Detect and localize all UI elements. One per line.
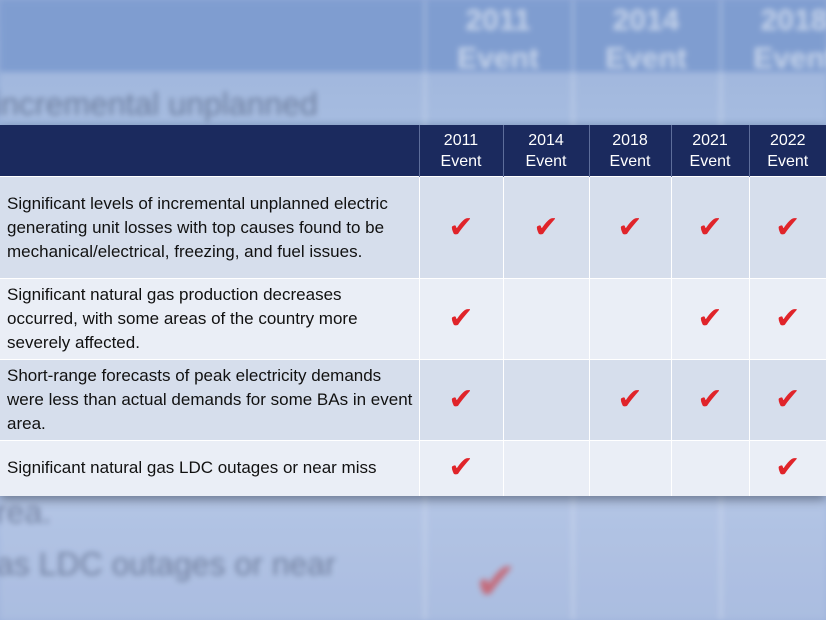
row-description: Significant natural gas production decre… [0, 278, 419, 360]
checkmark-icon: ✔ [448, 209, 474, 245]
check-cell: ✔ [418, 278, 503, 360]
checkmark-icon: ✔ [533, 209, 559, 245]
check-cell: ✔ [502, 176, 589, 279]
checkmark-icon: ✔ [775, 382, 801, 417]
checkmark-icon: ✔ [775, 209, 801, 245]
row-description: Short-range forecasts of peak electricit… [0, 359, 419, 441]
header-blank [0, 125, 419, 177]
checkmark-icon: ✔ [697, 382, 723, 417]
header-2018: 2018 Event [588, 125, 671, 177]
row-description: Significant natural gas LDC outages or n… [0, 440, 419, 496]
bg-header-2014: 2014 Event [605, 4, 687, 75]
row-description: Significant levels of incremental unplan… [0, 176, 419, 279]
bg-header-band [0, 0, 826, 72]
bg-text-bottom: as LDC outages or near [0, 546, 336, 582]
check-cell: ✔ [588, 359, 671, 441]
checkmark-icon: ✔ [448, 450, 474, 486]
checkmark-icon: ✔ [448, 382, 474, 417]
check-cell: ✔ [670, 278, 749, 360]
bg-text-top: incremental unplanned [0, 86, 318, 122]
checkmark-icon: ✔ [697, 209, 723, 245]
checkmark-icon: ✔ [448, 301, 474, 336]
check-cell [502, 278, 589, 360]
header-2011: 2011 Event [418, 125, 503, 177]
check-cell: ✔ [748, 176, 826, 279]
check-cell: ✔ [418, 359, 503, 441]
header-2014: 2014 Event [502, 125, 589, 177]
table-row: Significant natural gas LDC outages or n… [0, 440, 826, 496]
header-2022: 2022 Event [748, 125, 826, 177]
check-cell [502, 440, 589, 496]
check-cell [502, 359, 589, 441]
checkmark-icon: ✔ [775, 450, 801, 486]
check-cell: ✔ [670, 176, 749, 279]
bg-text-mid: rea. [0, 494, 52, 530]
check-cell [670, 440, 749, 496]
checkmark-icon: ✔ [617, 209, 643, 245]
bg-header-2011: 2011 Event [457, 4, 539, 75]
table-row: Significant levels of incremental unplan… [0, 176, 826, 279]
checkmark-icon: ✔ [617, 382, 643, 417]
checkmark-icon: ✔ [697, 301, 723, 336]
check-cell: ✔ [418, 176, 503, 279]
check-cell: ✔ [748, 359, 826, 441]
table-row: Significant natural gas production decre… [0, 278, 826, 360]
check-cell [588, 278, 671, 360]
table-row: Short-range forecasts of peak electricit… [0, 359, 826, 441]
table-header-row: 2011 Event 2014 Event 2018 Event 2021 Event … [0, 125, 826, 177]
check-cell: ✔ [418, 440, 503, 496]
check-cell: ✔ [748, 278, 826, 360]
bg-checkmark-icon: ✔ [474, 553, 518, 611]
comparison-table: 2011 Event 2014 Event 2018 Event 2021 Event … [0, 125, 826, 496]
check-cell [588, 440, 671, 496]
check-cell: ✔ [588, 176, 671, 279]
checkmark-icon: ✔ [775, 301, 801, 336]
check-cell: ✔ [748, 440, 826, 496]
header-2021: 2021 Event [670, 125, 749, 177]
check-cell: ✔ [670, 359, 749, 441]
